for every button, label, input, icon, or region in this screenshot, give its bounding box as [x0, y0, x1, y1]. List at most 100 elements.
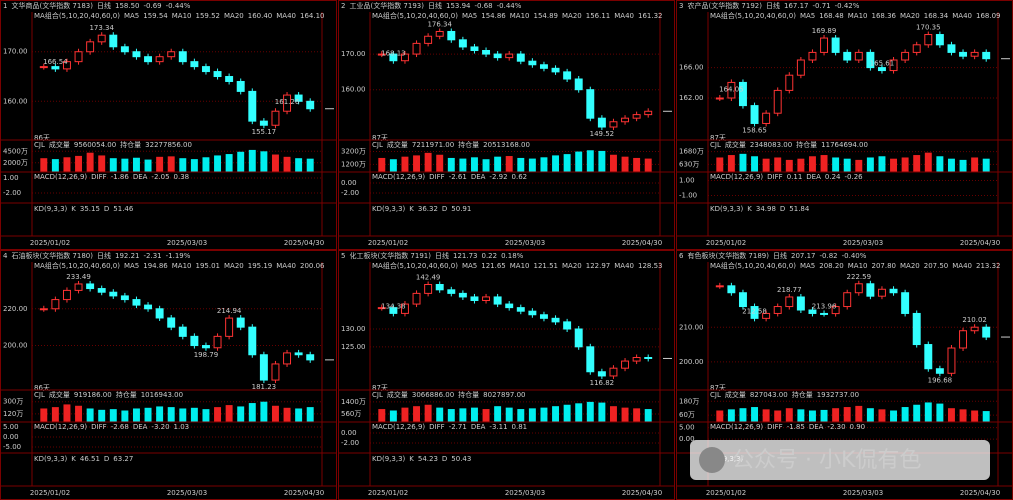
change-pct: 0.18%	[501, 252, 524, 260]
candle	[248, 326, 257, 356]
y-tick-label: 200.00	[3, 342, 28, 350]
panel-border[interactable]	[0, 0, 337, 250]
diff-name: DIFF	[91, 173, 107, 181]
candle	[493, 296, 502, 305]
y-tick-label: -5.00	[3, 443, 21, 451]
candle	[458, 292, 467, 298]
price-annotation: 170.35	[916, 24, 941, 32]
volume-bar	[727, 155, 735, 172]
volume-bar	[306, 407, 314, 422]
candle	[435, 30, 444, 37]
ma-name: MA5	[124, 262, 139, 270]
ma-value: 161.32	[638, 12, 663, 20]
ma-value: 200.06	[300, 262, 325, 270]
candle	[132, 51, 141, 58]
y-tick-label: 5.00	[3, 423, 19, 431]
ma-label: MA组合(5,10,20,40,60,0)	[34, 261, 120, 270]
candle	[167, 51, 176, 58]
ma-value: 195.19	[248, 262, 273, 270]
volume-bar	[785, 408, 793, 422]
candle	[609, 367, 618, 377]
date-label: 2025/01/02	[30, 489, 70, 497]
date-label: 2025/03/03	[843, 239, 883, 247]
candle	[294, 94, 303, 102]
vol-name: 成交量	[387, 390, 408, 399]
y-tick-label: 200.00	[679, 358, 704, 366]
y-tick-label: -1.00	[679, 192, 697, 200]
candle	[86, 283, 95, 290]
volume-bar	[459, 158, 467, 172]
date-label: 2025/03/03	[167, 489, 207, 497]
volume-bar	[633, 408, 641, 422]
volume-bar	[563, 154, 571, 172]
macd-value: 0.62	[512, 173, 528, 181]
ma-name: MA5	[124, 12, 139, 20]
volume-bar	[283, 407, 291, 422]
candle	[982, 326, 991, 338]
candle	[959, 51, 968, 57]
candle	[470, 46, 479, 51]
candle	[563, 71, 572, 80]
candle	[283, 352, 292, 365]
candle	[424, 284, 433, 294]
candle	[294, 352, 303, 356]
candle	[808, 309, 817, 314]
candle	[785, 296, 794, 308]
ma-value: 213.32	[976, 262, 1001, 270]
volume-bar	[109, 409, 117, 422]
volume-bar	[633, 157, 641, 172]
price-annotation: 142.49	[416, 274, 441, 282]
diff-value: -1.85	[787, 423, 805, 431]
diff-name: DIFF	[91, 423, 107, 431]
ma-value: 159.54	[143, 12, 168, 20]
volume-bar	[237, 406, 245, 422]
k-value: 35.15	[80, 205, 100, 213]
candle	[482, 50, 491, 55]
volume-bar	[389, 410, 397, 422]
volume-bar	[63, 157, 71, 172]
price-annotation: 165.61	[870, 60, 895, 68]
candle	[155, 56, 164, 63]
dea-name: DEA	[471, 423, 486, 431]
candle	[74, 51, 83, 63]
volume-bar	[51, 407, 59, 422]
date-label: 2025/01/02	[706, 239, 746, 247]
volume-bar	[820, 155, 828, 172]
volume-bar	[947, 408, 955, 422]
panel-border[interactable]	[338, 0, 675, 250]
period: 日线	[435, 251, 449, 260]
volume-bar	[982, 411, 990, 422]
volume-bar	[295, 158, 303, 172]
volume-bar	[598, 402, 606, 422]
candle	[773, 89, 782, 114]
candle	[609, 121, 618, 128]
y-tick-label: 1680万	[679, 148, 704, 156]
volume-bar	[890, 410, 898, 422]
y-tick-label: 125.00	[341, 343, 366, 351]
d-value: 51.46	[113, 205, 134, 213]
y-tick-label: 1.00	[3, 174, 19, 182]
d-name: D	[104, 205, 109, 213]
volume-bar	[167, 407, 175, 422]
candle	[854, 283, 863, 294]
vol-value: 9560054.00	[74, 141, 116, 149]
y-tick-label: 180万	[679, 397, 699, 405]
volume-bar	[843, 407, 851, 422]
candle	[400, 303, 409, 314]
change-pct: -1.19%	[166, 252, 191, 260]
y-tick-label: 210.00	[679, 323, 704, 331]
candle	[866, 283, 875, 297]
y-tick-label: 60万	[679, 411, 695, 419]
ma-value: 195.01	[196, 262, 221, 270]
price-annotation: 164.05	[719, 85, 744, 93]
volume-bar	[808, 156, 816, 172]
ma-value: 207.80	[872, 262, 897, 270]
candle	[447, 289, 456, 294]
candle	[424, 35, 433, 44]
volume-bar	[237, 151, 245, 172]
watermark-bg	[690, 440, 990, 480]
candle	[877, 67, 886, 72]
volume-bar	[739, 153, 747, 172]
vol-value: 3066886.00	[412, 391, 454, 399]
candle	[39, 66, 48, 69]
